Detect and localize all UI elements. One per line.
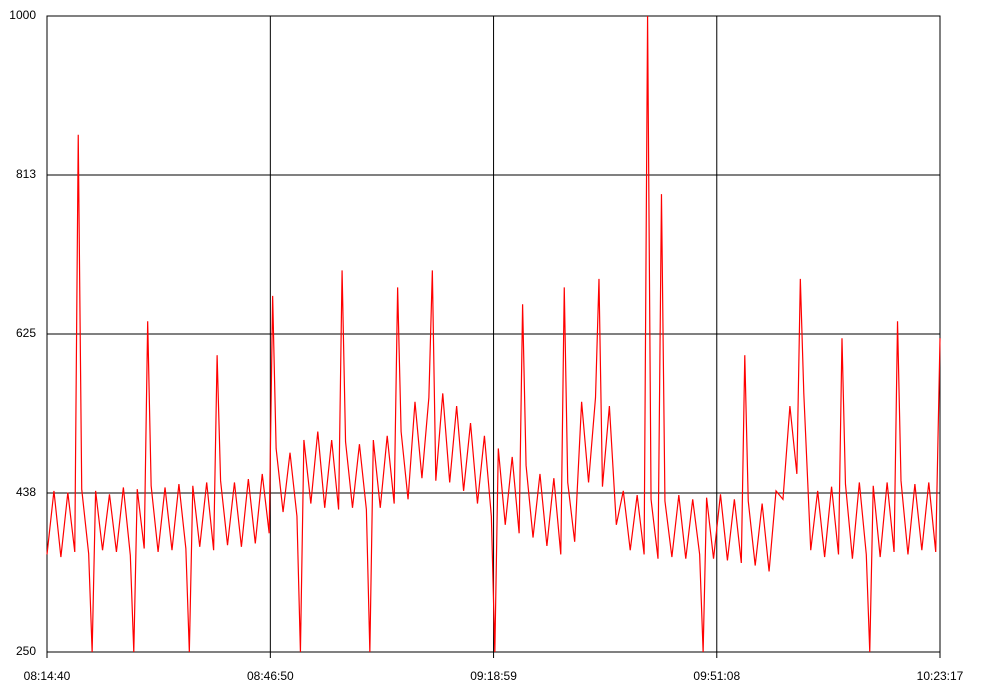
y-tick-label: 813 xyxy=(16,167,36,181)
x-tick-label: 09:51:08 xyxy=(693,669,740,683)
x-tick-label: 10:23:17 xyxy=(917,669,964,683)
x-tick-label: 08:14:40 xyxy=(24,669,71,683)
y-tick-label: 1000 xyxy=(9,8,36,22)
y-tick-label: 625 xyxy=(16,326,36,340)
data-line xyxy=(46,15,941,653)
y-tick-label: 438 xyxy=(16,485,36,499)
x-tick-label: 09:18:59 xyxy=(470,669,517,683)
x-tick-label: 08:46:50 xyxy=(247,669,294,683)
y-tick-label: 250 xyxy=(16,644,36,658)
